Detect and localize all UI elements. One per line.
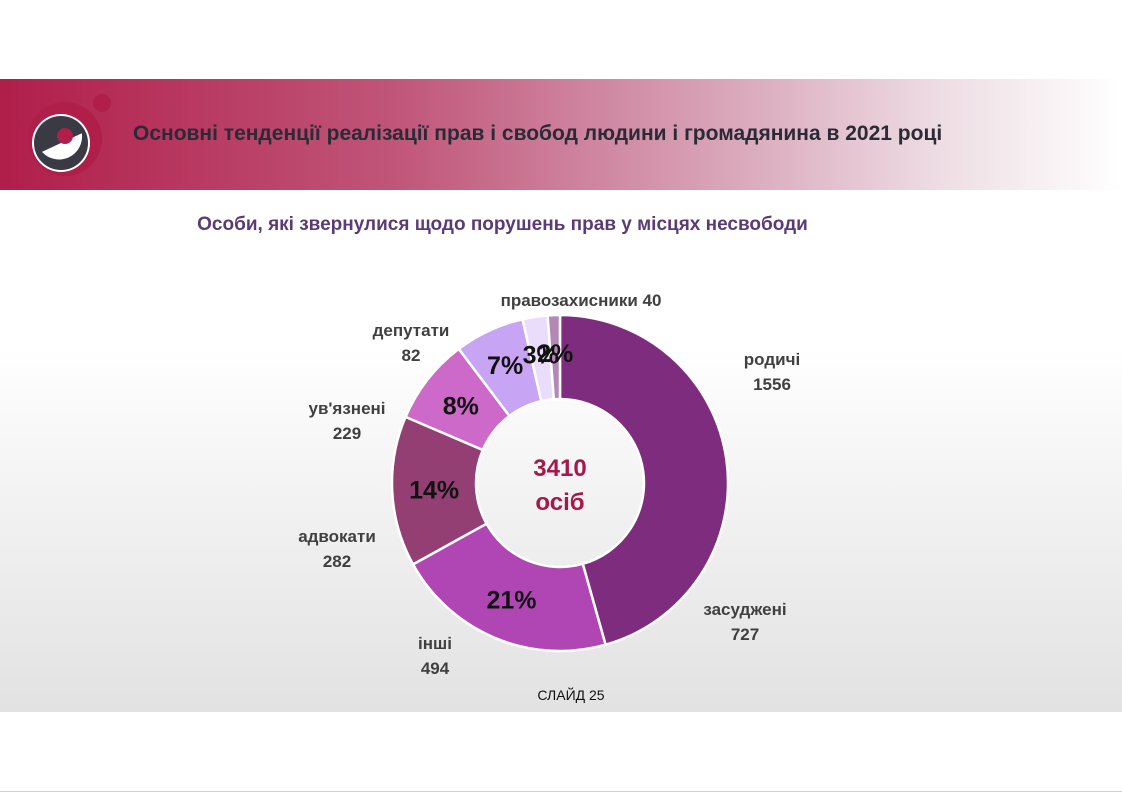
center-unit: осіб bbox=[535, 489, 584, 516]
value-label-депутати: 82 bbox=[402, 346, 421, 365]
category-label-родичі: родичі bbox=[744, 350, 800, 369]
header-band bbox=[0, 79, 1122, 190]
percent-label-депутати: 3% bbox=[523, 341, 559, 369]
category-label-ув-язнені: ув'язнені bbox=[308, 399, 385, 418]
category-label-засуджені: засуджені bbox=[703, 600, 786, 619]
category-label-адвокати: адвокати bbox=[298, 527, 376, 546]
value-label-адвокати: 282 bbox=[323, 552, 351, 571]
ombudsman-logo-icon bbox=[28, 94, 111, 176]
category-label-інші: інші bbox=[418, 634, 452, 653]
slice-правозахисники bbox=[546, 313, 562, 401]
value-label-родичі: 1556 bbox=[753, 375, 791, 394]
percent-label-інші: 14% bbox=[409, 476, 459, 504]
page-title: Основні тенденції реалізації прав і своб… bbox=[133, 122, 943, 145]
center-total: 3410 bbox=[533, 455, 586, 482]
category-label-депутати: депутати bbox=[373, 321, 450, 340]
percent-label-засуджені: 21% bbox=[486, 586, 536, 614]
percent-label-адвокати: 8% bbox=[443, 392, 479, 420]
slice-родичі bbox=[558, 313, 730, 647]
percent-label-ув-язнені: 7% bbox=[487, 352, 523, 380]
slide-number: СЛАЙД 25 bbox=[537, 687, 605, 703]
chart-subtitle: Особи, які звернулися щодо порушень прав… bbox=[197, 214, 808, 235]
value-label-засуджені: 727 bbox=[731, 625, 759, 644]
value-label-ув-язнені: 229 bbox=[333, 424, 361, 443]
divider bbox=[0, 791, 1122, 792]
slice-засуджені bbox=[411, 521, 608, 653]
value-label-інші: 494 bbox=[421, 659, 450, 678]
percent-label-правозахисники: 2% bbox=[537, 340, 573, 368]
category-label-правозахисники: правозахисники 40 bbox=[501, 291, 662, 310]
